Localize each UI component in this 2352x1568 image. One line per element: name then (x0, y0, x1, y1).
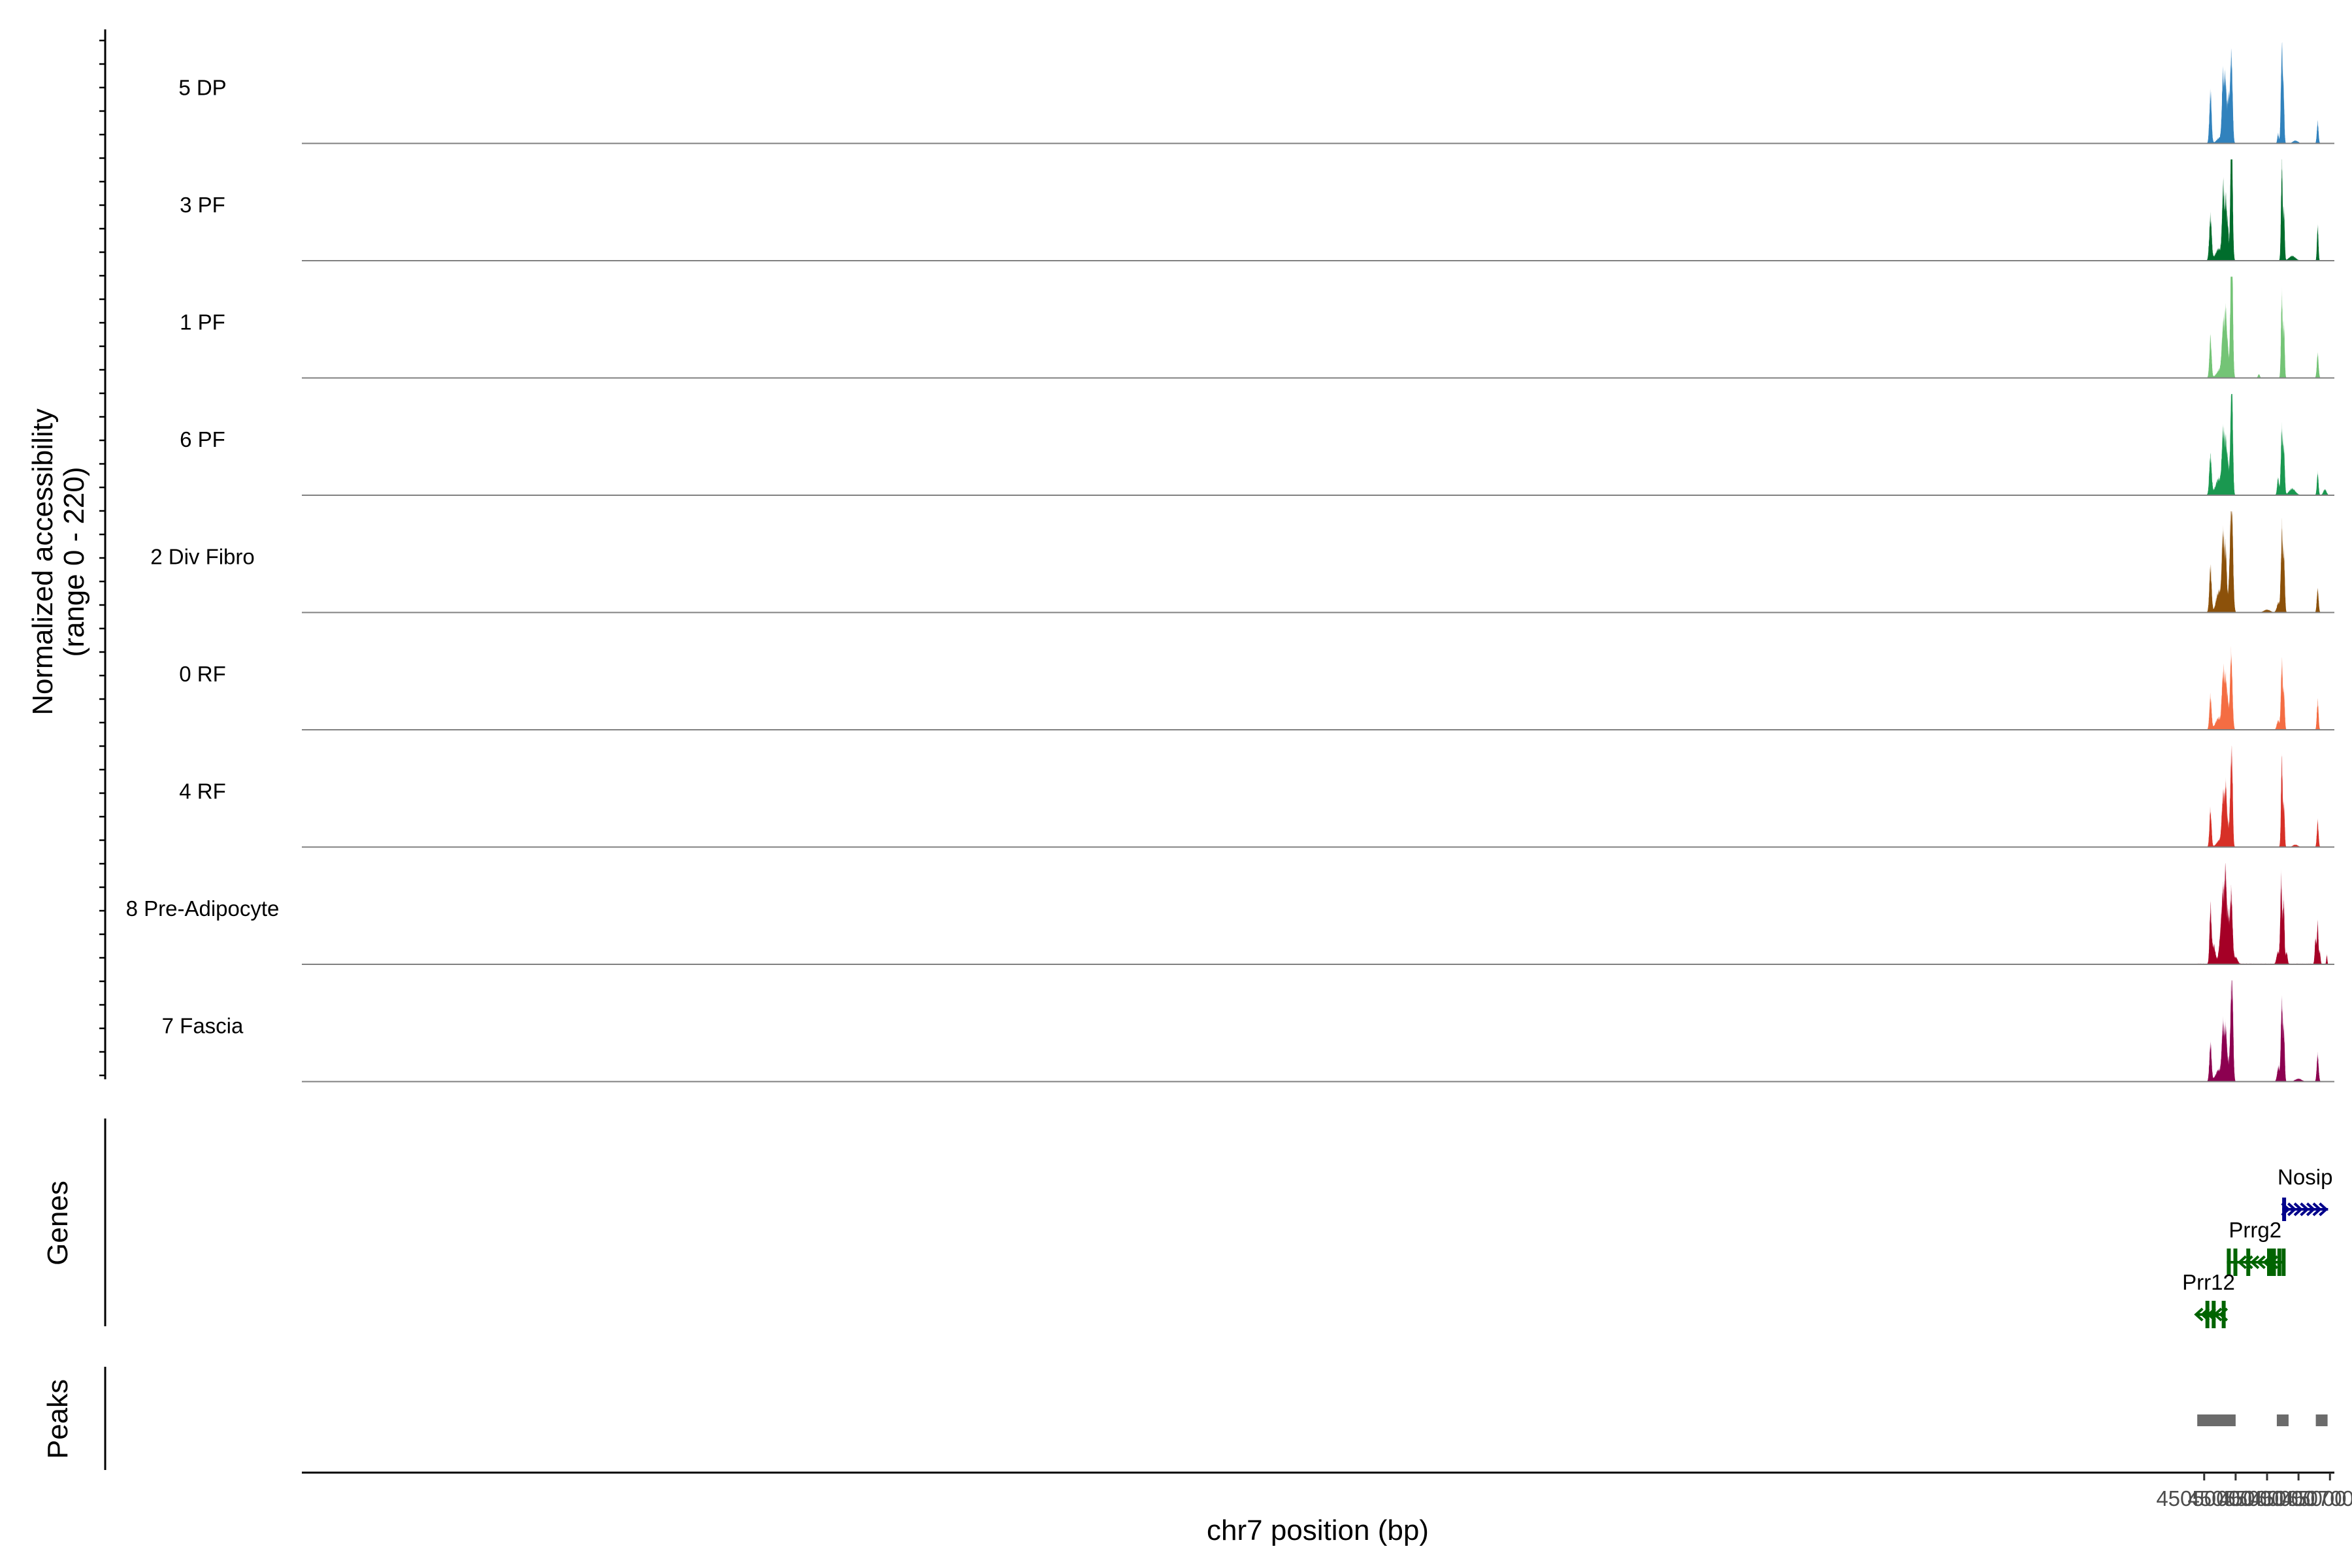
gene-exon (2272, 1249, 2276, 1276)
gene-strand-arrow (2244, 1255, 2253, 1269)
coverage-area-2 (2196, 276, 2328, 378)
peak-region-0 (2197, 1414, 2210, 1426)
peak-region-2 (2276, 1414, 2289, 1426)
gene-strand-arrow (2287, 1202, 2297, 1217)
x-tick-label: 45050000 (2156, 1486, 2252, 1511)
x-axis-title: chr7 position (bp) (1207, 1514, 1429, 1546)
y-axis-title-line1: Normalized accessibility (27, 408, 59, 715)
peak-region-3 (2315, 1414, 2328, 1426)
coverage-track-1: 3 PF (180, 159, 2334, 261)
gene-exon (2281, 1249, 2286, 1276)
gene-strand-arrow (2281, 1202, 2291, 1217)
track-label-5: 0 RF (179, 662, 226, 686)
gene-strand-arrow (2194, 1307, 2204, 1322)
coverage-track-4: 2 Div Fibro (150, 511, 2334, 613)
gene-strand-arrow (2312, 1202, 2322, 1217)
gene-strand-arrow (2262, 1255, 2272, 1269)
coverage-area-4 (2196, 511, 2328, 613)
gene-nosip: Nosip (2278, 1165, 2332, 1221)
gene-label: Prr12 (2182, 1270, 2235, 1294)
gene-exon (2246, 1249, 2251, 1276)
coverage-area-8 (2196, 980, 2328, 1082)
gene-prr12: Prr12 (2182, 1270, 2235, 1328)
coverage-area-6 (2196, 745, 2328, 847)
y-axis-title-line2: (range 0 - 220) (58, 466, 90, 657)
track-label-8: 7 Fascia (162, 1014, 244, 1038)
gene-exon (2227, 1249, 2231, 1276)
gene-prrg2: Prrg2 (2227, 1218, 2286, 1276)
coverage-y-axis-ticks (99, 39, 105, 1077)
gene-strand-arrow (2300, 1202, 2310, 1217)
coverage-track-5: 0 RF (179, 645, 2334, 730)
coverage-track-8: 7 Fascia (162, 980, 2334, 1083)
coverage-tracks: 5 DP 3 PF 1 PF 6 PF 2 Div Fibro 0 RF 4 RF 8 Pre… (126, 42, 2334, 1083)
coverage-area-0 (2196, 42, 2328, 144)
track-label-4: 2 Div Fibro (150, 545, 255, 569)
gene-annotations: Nosip Prrg2 Prr12 (2182, 1165, 2332, 1328)
gene-label: Prrg2 (2229, 1218, 2281, 1242)
gene-strand-arrow (2306, 1202, 2316, 1217)
coverage-area-7 (2196, 863, 2328, 964)
x-tick-label: 45070000 (2282, 1486, 2352, 1511)
coverage-track-7: 8 Pre-Adipocyte (126, 863, 2334, 965)
x-tick-label: 45060000 (2219, 1486, 2315, 1511)
coverage-area-1 (2196, 159, 2328, 261)
y-axis-title: Normalized accessibility (range 0 - 220) (27, 408, 90, 715)
peak-region-1 (2208, 1414, 2236, 1426)
coverage-area-5 (2196, 645, 2328, 730)
track-label-6: 4 RF (179, 779, 226, 804)
track-label-0: 5 DP (178, 76, 226, 100)
track-label-7: 8 Pre-Adipocyte (126, 896, 280, 921)
gene-exon (2277, 1249, 2281, 1276)
genes-panel-label: Genes (42, 1181, 74, 1266)
gene-strand-arrow (2200, 1307, 2210, 1322)
gene-strand-arrow (2256, 1255, 2266, 1269)
track-label-2: 1 PF (180, 310, 225, 335)
peak-regions (2197, 1414, 2328, 1426)
x-tick-label: 45065000 (2251, 1486, 2347, 1511)
peaks-panel-label: Peaks (42, 1379, 74, 1459)
x-axis-ticks: 4505000045055000450600004506500045070000 (2156, 1473, 2352, 1511)
coverage-track-2: 1 PF (180, 276, 2334, 379)
gene-strand-arrow (2268, 1255, 2279, 1269)
track-label-1: 3 PF (180, 193, 225, 217)
coverage-track-3: 6 PF (180, 394, 2334, 496)
gene-exon (2233, 1249, 2238, 1276)
gene-strand-arrow (2237, 1255, 2247, 1269)
gene-exon (2282, 1198, 2287, 1221)
coverage-track-6: 4 RF (179, 745, 2334, 848)
gene-strand-arrow (2319, 1202, 2328, 1217)
gene-strand-arrow (2213, 1307, 2223, 1322)
track-label-3: 6 PF (180, 427, 225, 451)
gene-strand-arrow (2218, 1307, 2229, 1322)
coverage-area-3 (2196, 394, 2328, 495)
gene-strand-arrow (2206, 1307, 2216, 1322)
gene-exon (2221, 1301, 2226, 1328)
gene-strand-arrow (2249, 1255, 2260, 1269)
gene-label: Nosip (2278, 1165, 2332, 1189)
x-tick-label: 45055000 (2187, 1486, 2283, 1511)
gene-strand-arrow (2293, 1202, 2303, 1217)
coverage-track-0: 5 DP (178, 42, 2334, 144)
